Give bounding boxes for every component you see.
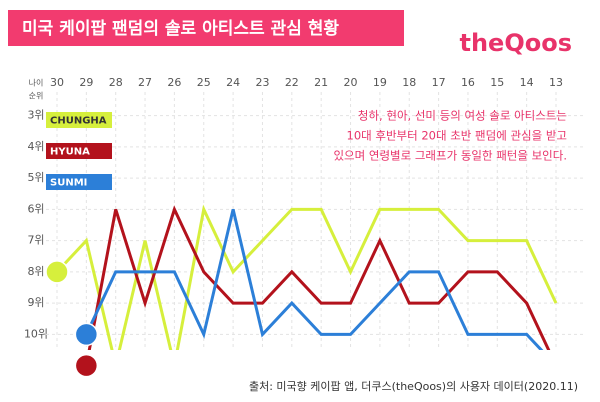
legend-swatch: [46, 112, 112, 128]
legend-swatch: [46, 143, 112, 159]
source: 출처: 미국향 케이팝 앱, 더쿠스(theQoos)의 사용자 데이터(202…: [249, 380, 578, 393]
x-tick-label: 14: [520, 76, 534, 89]
y-tick-label: 10위: [24, 327, 48, 340]
series-icon: [74, 353, 99, 378]
x-tick-label: 25: [197, 76, 211, 89]
series-icon: [45, 260, 69, 284]
x-tick-label: 18: [402, 76, 416, 89]
annotation: 10대 후반부터 20대 초반 팬덤에 관심을 받고: [347, 129, 567, 143]
series-line: [87, 205, 551, 350]
chart-title: 미국 케이팝 팬덤의 솔로 아티스트 관심 현황: [22, 19, 339, 39]
x-tick-label: 27: [138, 76, 152, 89]
y-tick-label: 3위: [27, 109, 44, 122]
x-tick-label: 28: [109, 76, 123, 89]
legend-label: HYUNA: [50, 147, 90, 158]
x-tick-label: 23: [255, 76, 269, 89]
series-line: [55, 204, 558, 350]
x-tick-label: 30: [50, 76, 64, 89]
x-axis-label: 나이: [29, 78, 44, 88]
y-axis-label: 순위: [29, 92, 44, 101]
x-tick-label: 20: [344, 76, 358, 89]
y-tick-label: 4위: [27, 140, 44, 153]
annotation: 청하, 현아, 선미 등의 여성 솔로 아티스트는: [358, 109, 567, 123]
series-line: [84, 209, 544, 350]
series-icon: [74, 322, 99, 347]
y-tick-label: 5위: [27, 171, 44, 184]
logo: theQoos: [460, 29, 573, 57]
x-tick-label: 19: [373, 76, 387, 89]
y-tick-label: 8위: [27, 265, 44, 278]
legend-label: SUNMI: [50, 178, 87, 189]
x-tick-label: 26: [167, 76, 181, 89]
x-tick-label: 17: [432, 76, 446, 89]
x-tick-label: 24: [226, 76, 240, 89]
annotation: 있으며 연령별로 그래프가 동일한 패턴을 보인다.: [333, 149, 567, 163]
title-banner: [8, 10, 404, 46]
x-tick-label: 21: [314, 76, 328, 89]
x-tick-label: 29: [79, 76, 93, 89]
y-tick-label: 9위: [27, 296, 44, 309]
y-tick-label: 6위: [27, 202, 44, 215]
y-tick-label: 7위: [27, 234, 44, 247]
legend-swatch: [46, 174, 112, 190]
x-tick-label: 16: [461, 76, 475, 89]
x-tick-label: 15: [490, 76, 504, 89]
x-tick-label: 22: [285, 76, 299, 89]
x-tick-label: 13: [549, 76, 563, 89]
legend-label: CHUNGHA: [50, 116, 107, 127]
